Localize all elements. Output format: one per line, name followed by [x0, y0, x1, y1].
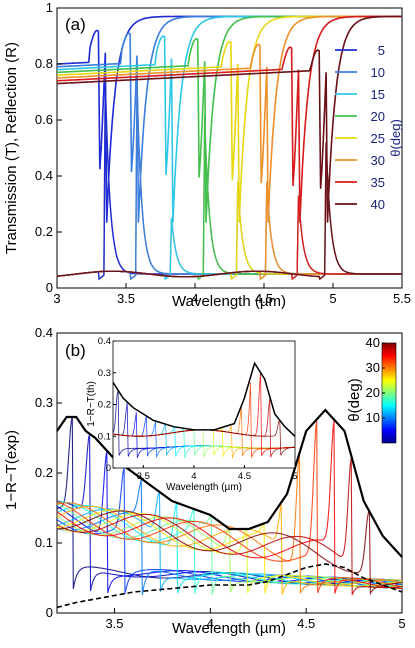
panel-b-ytick-label: 0 — [46, 605, 53, 620]
panel-a-xtick-label: 3 — [53, 291, 60, 306]
panel-a: 3 3.5 4 4.5 5 5.5 0 0.2 0.4 0.6 0.8 1 (a) Wavelengt… — [3, 0, 411, 310]
colorbar-ticks: 10 20 30 40 — [366, 335, 385, 425]
panel-a-ytick-label: 0.6 — [35, 112, 53, 127]
simulation-curve-R — [56, 181, 402, 281]
series-line-T-30 — [56, 15, 402, 223]
series-line-R-40 — [56, 142, 402, 281]
panel-b-ytick-label: 0.1 — [35, 535, 53, 550]
inset-ytick-label: 0.1 — [98, 431, 111, 442]
angle-curve — [56, 433, 403, 592]
colorbar-label: θ(deg) — [346, 378, 363, 421]
panel-b-ytick-label: 0.4 — [35, 325, 53, 340]
series-line-R-5 — [56, 80, 402, 281]
legend-label-20: 20 — [371, 109, 385, 124]
panel-a-tag: (a) — [65, 15, 86, 34]
panel-b-xtick-label: 4.5 — [297, 616, 315, 631]
colorbar-tick-label: 20 — [366, 385, 380, 400]
panel-a-ytick-label: 0.2 — [35, 224, 53, 239]
series-line-T-35 — [56, 15, 402, 223]
inset-xlabel: Wavelength (µm) — [166, 482, 242, 493]
inset-ytick-label: 0.2 — [98, 400, 111, 411]
panel-a-legend-title: θ(deg) — [388, 119, 403, 157]
legend-label-25: 25 — [371, 131, 385, 146]
series-line-R-15 — [56, 217, 402, 281]
panel-a-xtick-label: 5.5 — [393, 291, 411, 306]
panel-a-legend: 5 10 15 20 25 30 35 40 — [335, 43, 385, 212]
colorbar-tick-label: 40 — [366, 335, 380, 350]
panel-b-xtick-label: 5 — [398, 616, 405, 631]
reference-dashed-curve — [56, 563, 403, 609]
angle-curve — [56, 420, 403, 594]
panel-b-tag: (b) — [65, 341, 86, 360]
panel-b-xtick-label: 3.5 — [105, 616, 123, 631]
panel-a-frame — [56, 7, 403, 289]
legend-label-5: 5 — [378, 43, 385, 58]
panel-b-ylabel: 1−R−T(exp) — [3, 430, 20, 510]
inset-plot-area — [112, 361, 296, 459]
series-line-R-20 — [56, 114, 402, 281]
panel-a-ytick-label: 0.8 — [35, 56, 53, 71]
inset-ticks: 3.5 4 4.5 5 0 0.1 0.2 0.3 0.4 — [98, 336, 298, 482]
angle-curve — [57, 510, 403, 596]
angle-curve — [56, 512, 403, 594]
inset-envelope-curve — [112, 361, 296, 437]
angle-curve — [56, 457, 403, 596]
series-line-T-40 — [56, 15, 402, 223]
panel-a-xtick-label: 4.5 — [255, 291, 273, 306]
series-line-R-30 — [56, 181, 402, 281]
legend-label-35: 35 — [371, 175, 385, 190]
inset-ytick-label: 0 — [106, 463, 111, 474]
simulation-curve-R — [56, 195, 402, 281]
inset-xtick-label: 4.5 — [238, 471, 251, 482]
panel-b-ytick-label: 0.3 — [35, 395, 53, 410]
angle-curve — [56, 419, 403, 594]
panel-a-plot-area — [56, 15, 402, 281]
legend-label-40: 40 — [371, 197, 385, 212]
inset-ytick-label: 0.4 — [98, 336, 111, 347]
panel-a-ytick-label: 0.4 — [35, 168, 53, 183]
panel-a-ylabel: Transmission (T), Reflection (R) — [3, 42, 20, 254]
panel-b-xtick-label: 4 — [207, 616, 214, 631]
legend-label-15: 15 — [371, 87, 385, 102]
panel-a-xtick-label: 5 — [329, 291, 336, 306]
legend-label-30: 30 — [371, 153, 385, 168]
series-line-R-25 — [56, 181, 402, 281]
inset-xtick-label: 5 — [292, 471, 297, 482]
inset-ytick-label: 0.3 — [98, 368, 111, 379]
inset-xtick-label: 4 — [191, 471, 196, 482]
series-line-R-35 — [56, 195, 402, 281]
panel-a-xtick-label: 4 — [191, 291, 198, 306]
simulation-curve-R — [56, 217, 402, 281]
simulation-curve-R — [56, 114, 402, 281]
colorbar-tick-label: 30 — [366, 360, 380, 375]
panel-a-ticks: 3 3.5 4 4.5 5 5.5 0 0.2 0.4 0.6 0.8 1 — [35, 0, 411, 306]
inset-ylabel: 1−R−T(th) — [86, 381, 97, 427]
panel-b: 3.5 4 4.5 5 0 0.1 0.2 0.3 0.4 (b) Wavelength (µm… — [3, 325, 406, 637]
panel-b-xlabel: Wavelength (µm) — [172, 620, 286, 637]
panel-a-ytick-label: 1 — [46, 0, 53, 15]
panel-b-ytick-label: 0.2 — [35, 465, 53, 480]
panel-b-plot-area — [56, 408, 403, 609]
envelope-curve — [56, 408, 403, 558]
angle-curve — [56, 509, 402, 594]
panel-a-xlabel: Wavelength (µm) — [172, 293, 286, 310]
panel-b-ticks: 3.5 4 4.5 5 0 0.1 0.2 0.3 0.4 — [35, 325, 406, 631]
simulation-curve-R — [56, 181, 402, 281]
panel-a-ytick-label: 0 — [46, 280, 53, 295]
panel-a-xtick-label: 3.5 — [117, 291, 135, 306]
inset-xtick-label: 3.5 — [137, 471, 150, 482]
legend-label-10: 10 — [371, 65, 385, 80]
colorbar-tick-label: 10 — [366, 410, 380, 425]
